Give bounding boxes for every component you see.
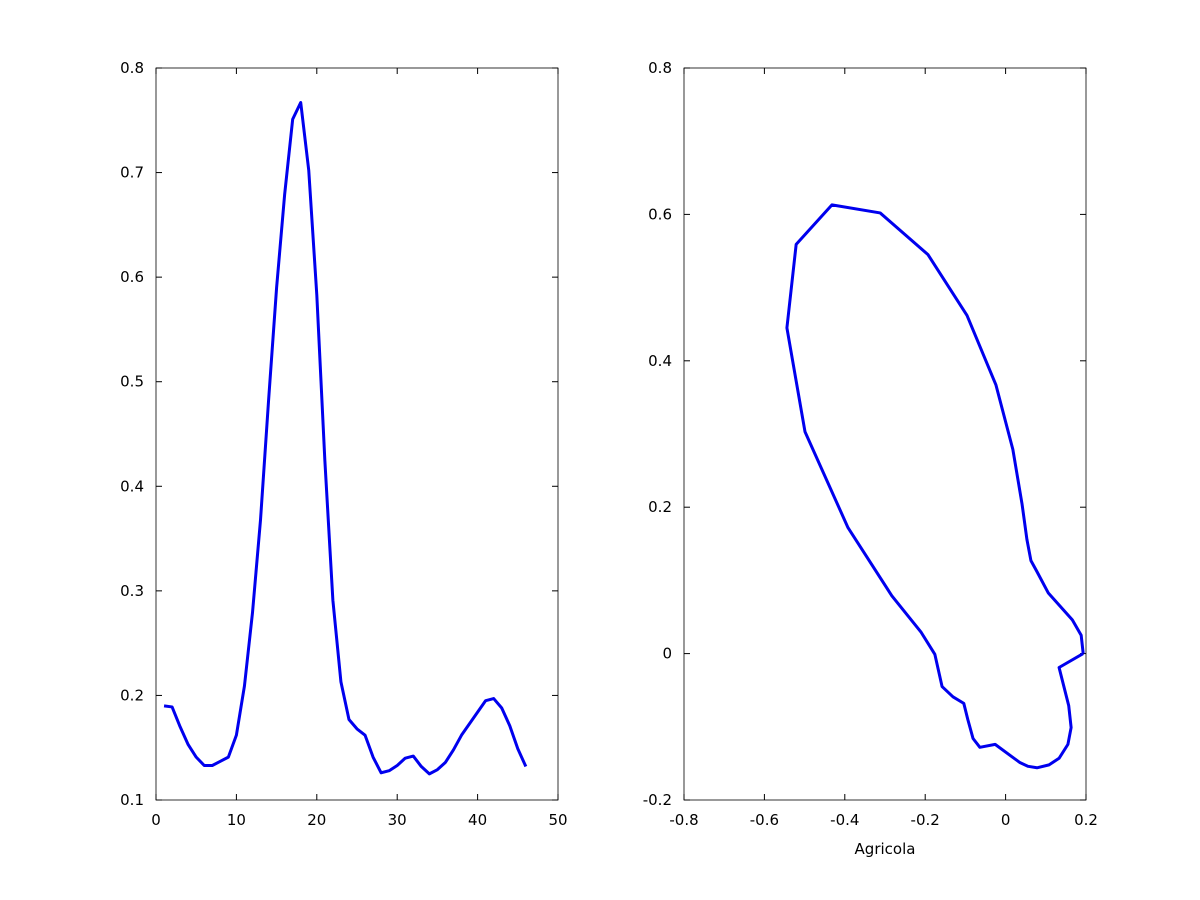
y-tick-label: 0.2 <box>120 686 144 704</box>
y-tick-label: 0.2 <box>648 498 672 516</box>
y-tick-label: 0.1 <box>120 791 144 809</box>
y-tick-label: 0.3 <box>120 582 144 600</box>
y-tick-label: 0.7 <box>120 164 144 182</box>
x-tick-label: 0 <box>151 811 161 829</box>
y-tick-label: 0.6 <box>648 205 672 223</box>
x-tick-label: 40 <box>468 811 487 829</box>
axes-frame <box>155 67 559 801</box>
y-tick-label: 0.6 <box>120 268 144 286</box>
x-tick-label: -0.4 <box>830 811 859 829</box>
line <box>163 101 528 776</box>
y-tick-label: 0.4 <box>120 477 144 495</box>
x-tick-label: -0.2 <box>911 811 940 829</box>
x-axis-label: Agricola <box>855 840 916 858</box>
x-tick-label: 30 <box>388 811 407 829</box>
x-tick-label: 20 <box>307 811 326 829</box>
x-tick-label: 50 <box>548 811 567 829</box>
y-tick-label: 0.8 <box>648 59 672 77</box>
x-tick-label: 0 <box>1001 811 1011 829</box>
y-tick-label: 0.8 <box>120 59 144 77</box>
x-tick-label: 10 <box>227 811 246 829</box>
y-tick-label: 0.5 <box>120 373 144 391</box>
x-tick-label: -0.6 <box>750 811 779 829</box>
x-tick-label: -0.8 <box>669 811 698 829</box>
line <box>785 203 1085 770</box>
y-tick-label: 0.4 <box>648 352 672 370</box>
x-tick-label: 0.2 <box>1074 811 1098 829</box>
y-tick-label: -0.2 <box>643 791 672 809</box>
axes-frame <box>683 67 1087 801</box>
y-tick-label: 0 <box>662 645 672 663</box>
